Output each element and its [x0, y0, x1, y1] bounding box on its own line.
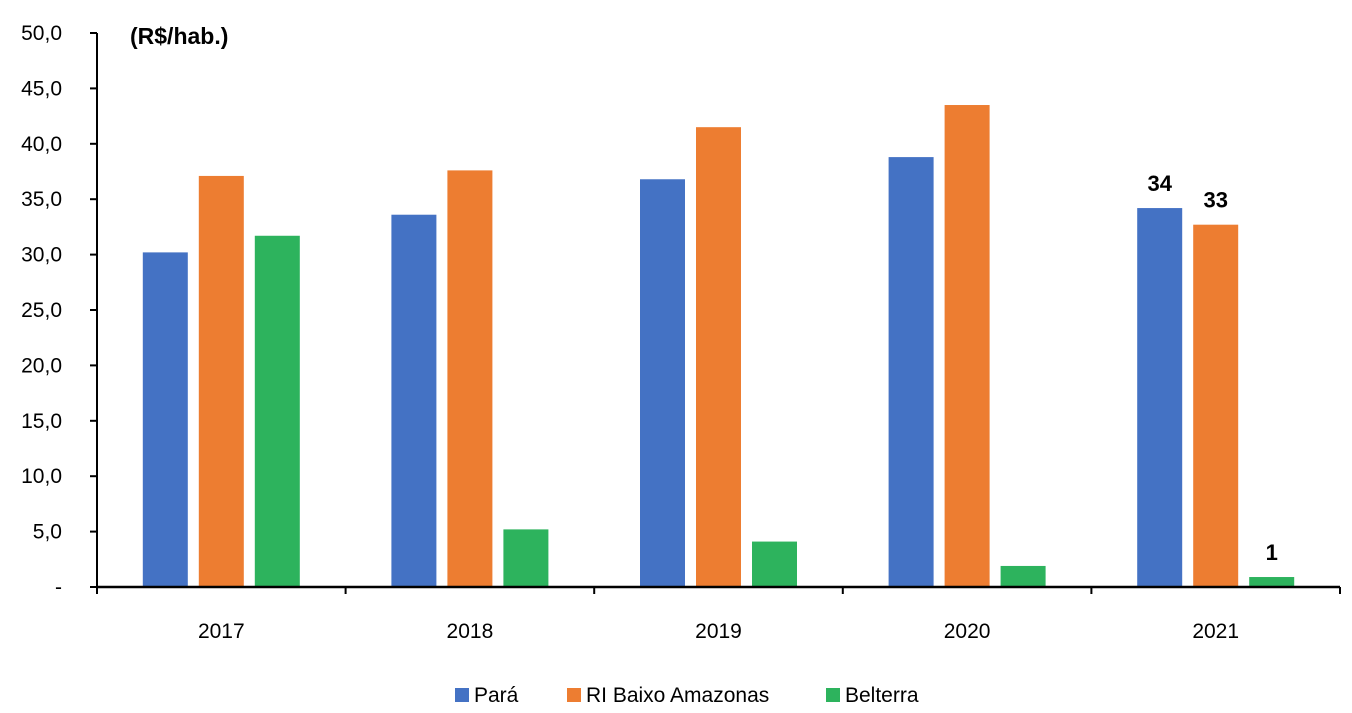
x-tick-label: 2018	[447, 620, 494, 643]
legend-swatch	[455, 688, 469, 702]
y-axis: - 5,0 10,0 15,0 20,0 25,0 30,0 35,0 40,0 45,0 50,0	[21, 22, 98, 599]
bar-par--2017	[142, 252, 188, 587]
bar-par--2019	[640, 179, 685, 588]
x-tick-label: 2020	[944, 620, 991, 643]
y-tick-label: 15,0	[21, 410, 62, 433]
bar-ri-baixo-amazonas-2018	[447, 170, 493, 587]
bar-par--2020	[888, 157, 934, 587]
y-tick-label: -	[55, 576, 62, 599]
data-label: 34	[1147, 171, 1172, 196]
data-label: 1	[1266, 540, 1278, 565]
x-tick-label: 2019	[695, 620, 742, 643]
bar-belterra-2018	[503, 529, 549, 587]
bar-belterra-2020	[1000, 565, 1046, 587]
y-tick-label: 20,0	[21, 354, 62, 377]
bar-ri-baixo-amazonas-2019	[696, 127, 741, 588]
bar-belterra-2017	[254, 235, 300, 587]
y-tick-label: 35,0	[21, 188, 62, 211]
legend-label: Belterra	[845, 684, 919, 707]
bars	[142, 105, 1295, 588]
y-tick-label: 30,0	[21, 244, 62, 267]
bar-ri-baixo-amazonas-2017	[198, 175, 244, 587]
x-axis: 2017 2018 2019 2020 2021	[96, 585, 1341, 643]
y-tick-label: 10,0	[21, 465, 62, 488]
data-label: 33	[1203, 188, 1227, 213]
bar-ri-baixo-amazonas-2021	[1193, 224, 1239, 587]
data-labels: 34 33 1	[1147, 171, 1277, 565]
y-tick-label: 50,0	[21, 22, 62, 45]
legend-label: RI Baixo Amazonas	[586, 684, 769, 707]
unit-label: (R$/hab.)	[130, 23, 228, 49]
legend: Pará RI Baixo Amazonas Belterra	[455, 684, 919, 707]
y-tick-label: 25,0	[21, 299, 62, 322]
x-tick-label: 2017	[198, 620, 245, 643]
legend-swatch	[826, 688, 840, 702]
x-tick-label: 2021	[1192, 620, 1239, 643]
bar-belterra-2021	[1249, 577, 1295, 587]
bar-belterra-2019	[752, 541, 797, 587]
legend-swatch	[567, 688, 581, 702]
y-tick-label: 45,0	[21, 77, 62, 100]
y-tick-label: 5,0	[33, 521, 62, 544]
bar-par--2021	[1137, 208, 1183, 587]
bar-ri-baixo-amazonas-2020	[944, 105, 990, 588]
bar-par--2018	[391, 214, 437, 587]
y-tick-label: 40,0	[21, 133, 62, 156]
legend-label: Pará	[474, 684, 519, 707]
